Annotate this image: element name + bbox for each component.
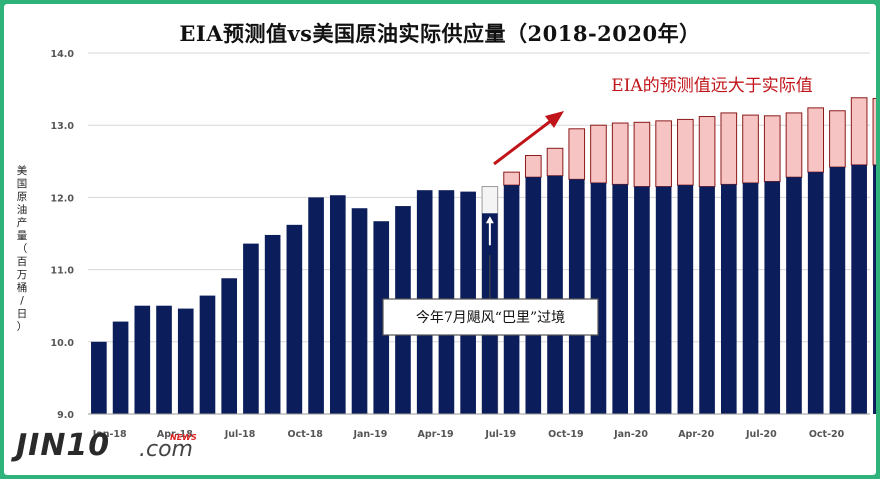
callout-box [382, 298, 599, 336]
logo-news-tag: NEWS [170, 433, 197, 442]
trend-annotation-text: EIA的预测值远大于实际值 [611, 76, 812, 96]
actual-bar [264, 234, 281, 414]
y-tick-label: 14.0 [51, 49, 75, 60]
logo-domain: .com [139, 437, 193, 462]
forecast-actual-bar [634, 186, 650, 414]
forecast-actual-bar [786, 177, 802, 414]
forecast-gap-bar [785, 112, 803, 178]
x-tick-label: Jan-20 [613, 429, 648, 440]
x-tick-label: Apr-18 [157, 429, 193, 440]
x-tick-label: Jul-20 [745, 429, 777, 440]
y-tick-label: 13.0 [51, 121, 75, 132]
forecast-actual-bar [873, 164, 876, 414]
x-tick-label: Jan-19 [352, 429, 387, 440]
actual-bar [112, 321, 129, 414]
chart-frame: EIA预测值vs美国原油实际供应量（2018-2020年） 9.0 10.0 11.… [4, 4, 876, 475]
forecast-actual-bar [655, 186, 672, 414]
forecast-actual-bar [764, 181, 781, 414]
y-tick-label: 9.0 [57, 410, 74, 421]
trend-arrow [493, 118, 553, 166]
y-axis-label-char: 百 [17, 256, 28, 268]
forecast-actual-bar [568, 179, 585, 414]
actual-bar [134, 305, 151, 414]
y-axis-label-char: ） [17, 321, 28, 333]
y-axis-label-char: 日 [17, 308, 28, 320]
y-axis-label-char: / [20, 295, 24, 307]
forecast-gap-bar [524, 155, 542, 178]
forecast-gap-bar [633, 121, 651, 188]
forecast-gap-bar [807, 107, 825, 173]
y-axis-label-char: 美 [17, 164, 28, 177]
y-axis-label-char: 国 [17, 178, 28, 190]
x-tick-label: Jul-18 [224, 429, 256, 440]
hurricane-arrow-head [485, 216, 494, 224]
forecast-actual-bar [525, 177, 542, 414]
y-axis-label-char: 油 [17, 203, 28, 216]
actual-bar [177, 308, 194, 414]
forecast-actual-bar [742, 182, 759, 414]
forecast-gap-bar [850, 97, 868, 166]
forecast-gap-bar [590, 124, 607, 184]
forecast-actual-bar [851, 164, 867, 414]
forecast-actual-bar [612, 184, 629, 414]
x-tick-label: Oct-19 [548, 429, 583, 440]
y-axis-label-char: 桶 [17, 281, 28, 294]
y-axis-label-char: 产 [17, 216, 28, 229]
actual-bar [286, 224, 303, 414]
forecast-actual-bar [829, 167, 846, 414]
forecast-gap-bar [546, 147, 564, 177]
x-tick-label: Apr-19 [418, 429, 454, 440]
actual-bar [243, 243, 259, 414]
forecast-gap-bar [829, 110, 846, 168]
jin10-logo: JIN10 [16, 428, 111, 463]
callout-text: 今年7月飓风“巴里”过境 [416, 310, 565, 326]
actual-bar [373, 221, 390, 414]
x-tick-label: Oct-18 [288, 429, 324, 440]
forecast-gap-bar [677, 118, 694, 186]
forecast-gap-bar [872, 97, 876, 166]
forecast-gap-bar [655, 120, 672, 188]
forecast-actual-bar [547, 175, 563, 414]
y-tick-label: 11.0 [51, 266, 75, 277]
forecast-gap-bar [568, 128, 586, 180]
forecast-gap-bar [698, 116, 716, 188]
chart-title: EIA预测值vs美国原油实际供应量（2018-2020年） [179, 21, 701, 46]
y-axis-label-char: 原 [17, 191, 28, 203]
forecast-gap-bar [611, 122, 629, 185]
x-tick-label: Apr-20 [678, 429, 714, 440]
forecast-actual-bar [677, 185, 694, 414]
forecast-gap-bar [763, 115, 781, 183]
y-axis-label-char: 万 [17, 269, 28, 281]
forecast-actual-bar [807, 172, 824, 414]
y-tick-label: 12.0 [51, 193, 75, 204]
actual-bar [199, 295, 216, 414]
actual-bar [329, 195, 346, 414]
x-tick-label: Jul-19 [484, 429, 516, 440]
actual-bar [91, 341, 107, 414]
forecast-gap-bar [720, 112, 738, 185]
forecast-actual-bar [720, 184, 737, 414]
x-tick-label: Oct-20 [809, 429, 845, 440]
forecast-actual-bar [699, 186, 715, 414]
actual-bar [308, 197, 324, 414]
actual-bar [156, 305, 172, 414]
x-tick-label: Jan-18 [92, 429, 127, 440]
forecast-gap-bar [742, 114, 759, 184]
trend-arrow-head [545, 111, 564, 128]
y-tick-label: 10.0 [51, 338, 75, 349]
actual-bar [221, 278, 238, 414]
actual-bar [351, 208, 368, 414]
forecast-gap-bar [503, 171, 520, 186]
y-axis-label-char: （ [17, 243, 28, 255]
y-axis-label-char: 量 [17, 230, 28, 242]
